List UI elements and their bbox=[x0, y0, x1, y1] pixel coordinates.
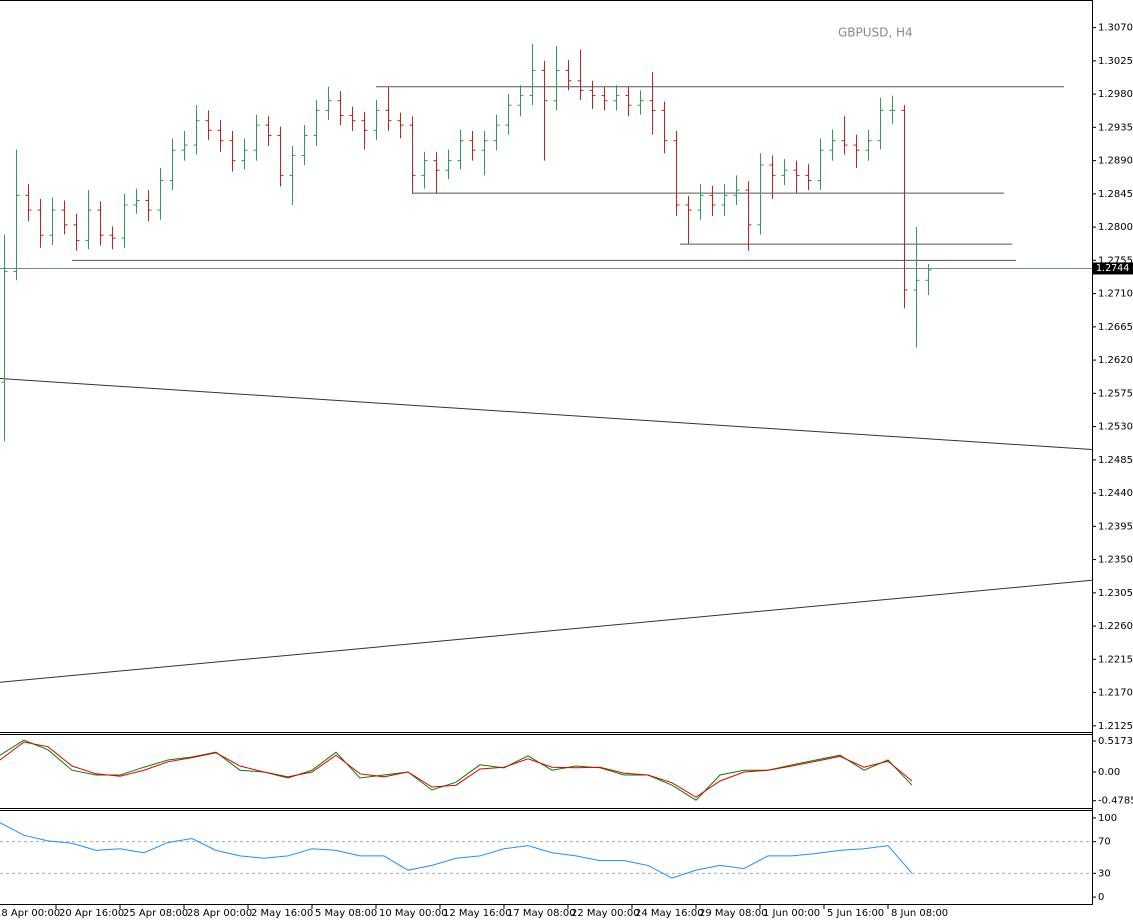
y-tick-label: 1.3025 bbox=[1098, 56, 1133, 67]
y-tick-label: 1.2575 bbox=[1098, 388, 1133, 399]
trend-line bbox=[0, 378, 1093, 450]
x-tick-label: 18 Apr 00:00 bbox=[0, 908, 60, 919]
x-tick-label: 10 May 00:00 bbox=[379, 908, 448, 919]
x-tick-label: 8 Jun 08:00 bbox=[891, 908, 948, 919]
chart-title: GBPUSD, H4 bbox=[838, 26, 913, 40]
y-tick-label: 1.2845 bbox=[1098, 189, 1133, 200]
y-tick-label: 30 bbox=[1098, 868, 1111, 879]
y-tick-label: 1.2260 bbox=[1098, 621, 1133, 632]
y-tick-label: 0 bbox=[1098, 892, 1104, 903]
x-tick-label: 28 Apr 00:00 bbox=[187, 908, 252, 919]
indicator-line bbox=[0, 739, 913, 801]
y-tick-label: 1.2440 bbox=[1098, 488, 1133, 499]
x-tick-label: 25 Apr 08:00 bbox=[123, 908, 188, 919]
x-tick-label: 2 May 16:00 bbox=[251, 908, 313, 919]
x-tick-label: 5 Jun 16:00 bbox=[827, 908, 884, 919]
y-tick-label: 1.2755 bbox=[1098, 255, 1133, 266]
y-tick-label: 1.2890 bbox=[1098, 156, 1133, 167]
y-tick-label: -0.4785 bbox=[1098, 796, 1133, 807]
y-tick-label: 1.2800 bbox=[1098, 222, 1133, 233]
y-tick-label: 1.2125 bbox=[1098, 721, 1133, 732]
x-tick-label: 29 May 08:00 bbox=[699, 908, 768, 919]
y-tick-label: 1.2620 bbox=[1098, 355, 1133, 366]
y-tick-label: 1.2665 bbox=[1098, 322, 1133, 333]
y-tick-label: 1.2350 bbox=[1098, 555, 1133, 566]
y-tick-label: 1.2485 bbox=[1098, 455, 1133, 466]
y-tick-label: 100 bbox=[1098, 813, 1117, 824]
y-tick-label: 1.2710 bbox=[1098, 289, 1133, 300]
x-tick-label: 12 May 16:00 bbox=[443, 908, 512, 919]
last-price-box bbox=[1093, 262, 1133, 275]
y-tick-label: 1.2215 bbox=[1098, 654, 1133, 665]
y-tick-label: 1.2305 bbox=[1098, 588, 1133, 599]
x-tick-label: 5 May 08:00 bbox=[315, 908, 377, 919]
trend-line bbox=[0, 579, 1093, 683]
y-tick-label: 1.2980 bbox=[1098, 89, 1133, 100]
y-tick-label: 1.2530 bbox=[1098, 422, 1133, 433]
indicator-line bbox=[0, 741, 913, 798]
x-tick-label: 24 May 16:00 bbox=[635, 908, 704, 919]
y-tick-label: 1.3070 bbox=[1098, 23, 1133, 34]
indicator-line bbox=[0, 822, 913, 879]
y-tick-label: 70 bbox=[1098, 837, 1111, 848]
y-tick-label: 1.2170 bbox=[1098, 688, 1133, 699]
x-tick-label: 17 May 08:00 bbox=[507, 908, 576, 919]
y-tick-label: 0.00 bbox=[1098, 767, 1120, 778]
y-tick-label: 0.5173 bbox=[1098, 736, 1133, 747]
x-tick-label: 22 May 00:00 bbox=[571, 908, 640, 919]
last-price-label: 1.2744 bbox=[1096, 263, 1129, 274]
y-tick-label: 1.2935 bbox=[1098, 122, 1133, 133]
x-tick-label: 1 Jun 00:00 bbox=[763, 908, 820, 919]
y-tick-label: 1.2395 bbox=[1098, 521, 1133, 532]
x-tick-label: 20 Apr 16:00 bbox=[59, 908, 124, 919]
